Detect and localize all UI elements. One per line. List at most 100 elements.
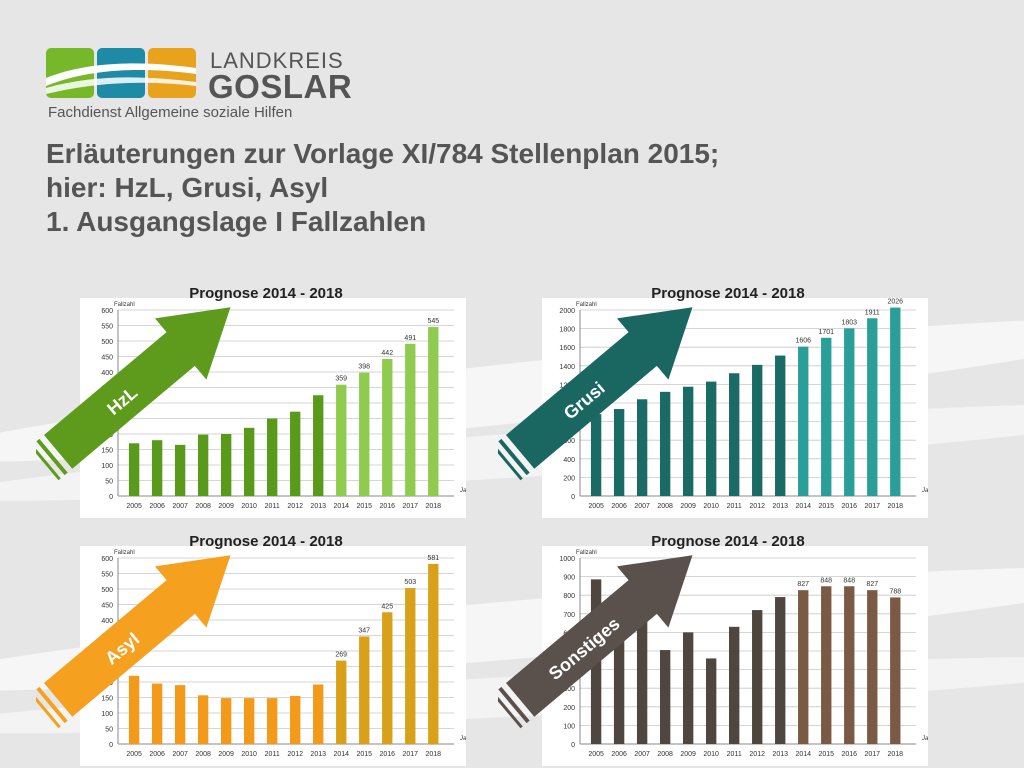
bar — [706, 658, 717, 744]
y-tick-label: 600 — [101, 308, 113, 315]
arrow-icon — [44, 307, 231, 469]
bar — [659, 650, 671, 744]
data-label: 442 — [381, 350, 393, 357]
chart-svg: Prognose 2014 - 2018Fallzahl010020030040… — [498, 533, 928, 766]
y-tick-label: 50 — [105, 727, 113, 734]
bar — [128, 675, 140, 744]
x-tick-label: 2018 — [887, 751, 903, 758]
x-tick-label: 2017 — [402, 751, 418, 758]
data-label: 848 — [820, 577, 832, 584]
y-tick-label: 100 — [101, 463, 113, 470]
x-tick-label: 2009 — [218, 751, 234, 758]
y-tick-label: 50 — [105, 479, 113, 486]
bar — [405, 343, 416, 496]
bar — [821, 337, 832, 496]
bar — [890, 307, 901, 496]
x-tick-label: 2006 — [149, 503, 165, 510]
data-label: 545 — [427, 318, 439, 325]
y-tick-label: 500 — [101, 587, 113, 594]
x-tick-label: 2015 — [356, 751, 372, 758]
bar — [613, 595, 625, 744]
bar — [267, 698, 278, 744]
bar — [174, 444, 186, 496]
y-tick-label: 550 — [101, 572, 113, 579]
y-tick-label: 300 — [563, 686, 575, 693]
x-tick-label: 2006 — [611, 503, 627, 510]
arrow-icon — [506, 555, 693, 717]
x-tick-label: 2016 — [379, 751, 395, 758]
x-tick-label: 2018 — [425, 751, 441, 758]
bar — [174, 685, 186, 744]
bar — [290, 695, 301, 744]
y-tick-label: 0 — [571, 494, 575, 501]
arrow-stripe — [498, 438, 530, 476]
x-axis-label: Jahr — [921, 736, 928, 742]
data-label: 359 — [335, 376, 347, 383]
title-line-3: 1. Ausgangslage I Fallzahlen — [46, 206, 427, 237]
x-tick-label: 2014 — [333, 751, 349, 758]
data-label: 269 — [335, 652, 347, 659]
bar — [682, 632, 694, 744]
arrow-stripe — [498, 686, 530, 724]
x-tick-label: 2007 — [172, 503, 188, 510]
x-tick-label: 2016 — [841, 503, 857, 510]
title-line-2: hier: HzL, Grusi, Asyl — [46, 172, 329, 203]
chart-title: Prognose 2014 - 2018 — [189, 533, 342, 550]
bar — [636, 615, 648, 744]
bar — [775, 355, 786, 496]
x-tick-label: 2016 — [841, 751, 857, 758]
bar — [752, 610, 763, 744]
x-tick-label: 2017 — [864, 503, 880, 510]
y-tick-label: 550 — [101, 324, 113, 331]
bar — [798, 590, 809, 744]
x-tick-label: 2018 — [887, 503, 903, 510]
logo-text-goslar: GOSLAR — [208, 68, 353, 105]
bar — [336, 660, 347, 744]
arrow-stripe — [36, 444, 61, 481]
y-tick-label: 1400 — [559, 364, 575, 371]
bar — [729, 626, 740, 744]
y-tick-label: 400 — [563, 457, 575, 464]
x-tick-label: 2011 — [727, 503, 742, 510]
arrow-stripe — [36, 686, 68, 724]
bar — [151, 440, 163, 496]
chart-asyl: Prognose 2014 - 2018 Fallzahl 0 50 100 150 200… — [36, 518, 466, 766]
x-tick-label: 2005 — [588, 751, 604, 758]
x-tick-label: 2017 — [402, 503, 418, 510]
data-label: 1606 — [795, 338, 811, 345]
x-tick-label: 2012 — [749, 503, 765, 510]
x-tick-label: 2015 — [356, 503, 372, 510]
chart-svg: Prognose 2014 - 2018 Fallzahl 0 50 100 150 200… — [36, 533, 466, 766]
data-label: 1701 — [818, 329, 834, 336]
x-tick-label: 2005 — [126, 751, 142, 758]
x-tick-label: 2015 — [818, 751, 834, 758]
y-tick-label: 400 — [101, 618, 113, 625]
bar — [428, 327, 439, 496]
bar — [867, 318, 878, 496]
y-axis-label: Fallzahl — [114, 302, 135, 308]
y-axis-label: Fallzahl — [576, 302, 597, 308]
bar — [636, 399, 648, 496]
x-tick-label: 2009 — [680, 751, 696, 758]
data-label: 2026 — [887, 299, 903, 306]
bar — [382, 358, 393, 496]
x-axis-label: Jahr — [459, 736, 466, 742]
x-tick-label: 2014 — [333, 503, 349, 510]
data-label: 827 — [797, 581, 809, 588]
y-tick-label: 500 — [101, 339, 113, 346]
bar — [128, 443, 140, 496]
chart-sonstiges: Prognose 2014 - 2018Fallzahl010020030040… — [498, 518, 928, 766]
logo-icon — [46, 48, 196, 98]
y-tick-label: 600 — [563, 438, 575, 445]
bar — [682, 386, 694, 496]
bar — [844, 586, 855, 744]
y-tick-label: 100 — [101, 711, 113, 718]
data-label: 1911 — [865, 309, 880, 316]
y-tick-label: 0 — [571, 742, 575, 749]
chart-title: Prognose 2014 - 2018 — [651, 285, 804, 302]
x-tick-label: 2005 — [588, 503, 604, 510]
department-label: Fachdienst Allgemeine soziale Hilfen — [48, 104, 293, 121]
chart-svg: Prognose 2014 - 2018Fallzahl020040060080… — [498, 285, 928, 518]
bar — [151, 683, 163, 744]
x-tick-label: 2008 — [657, 751, 673, 758]
